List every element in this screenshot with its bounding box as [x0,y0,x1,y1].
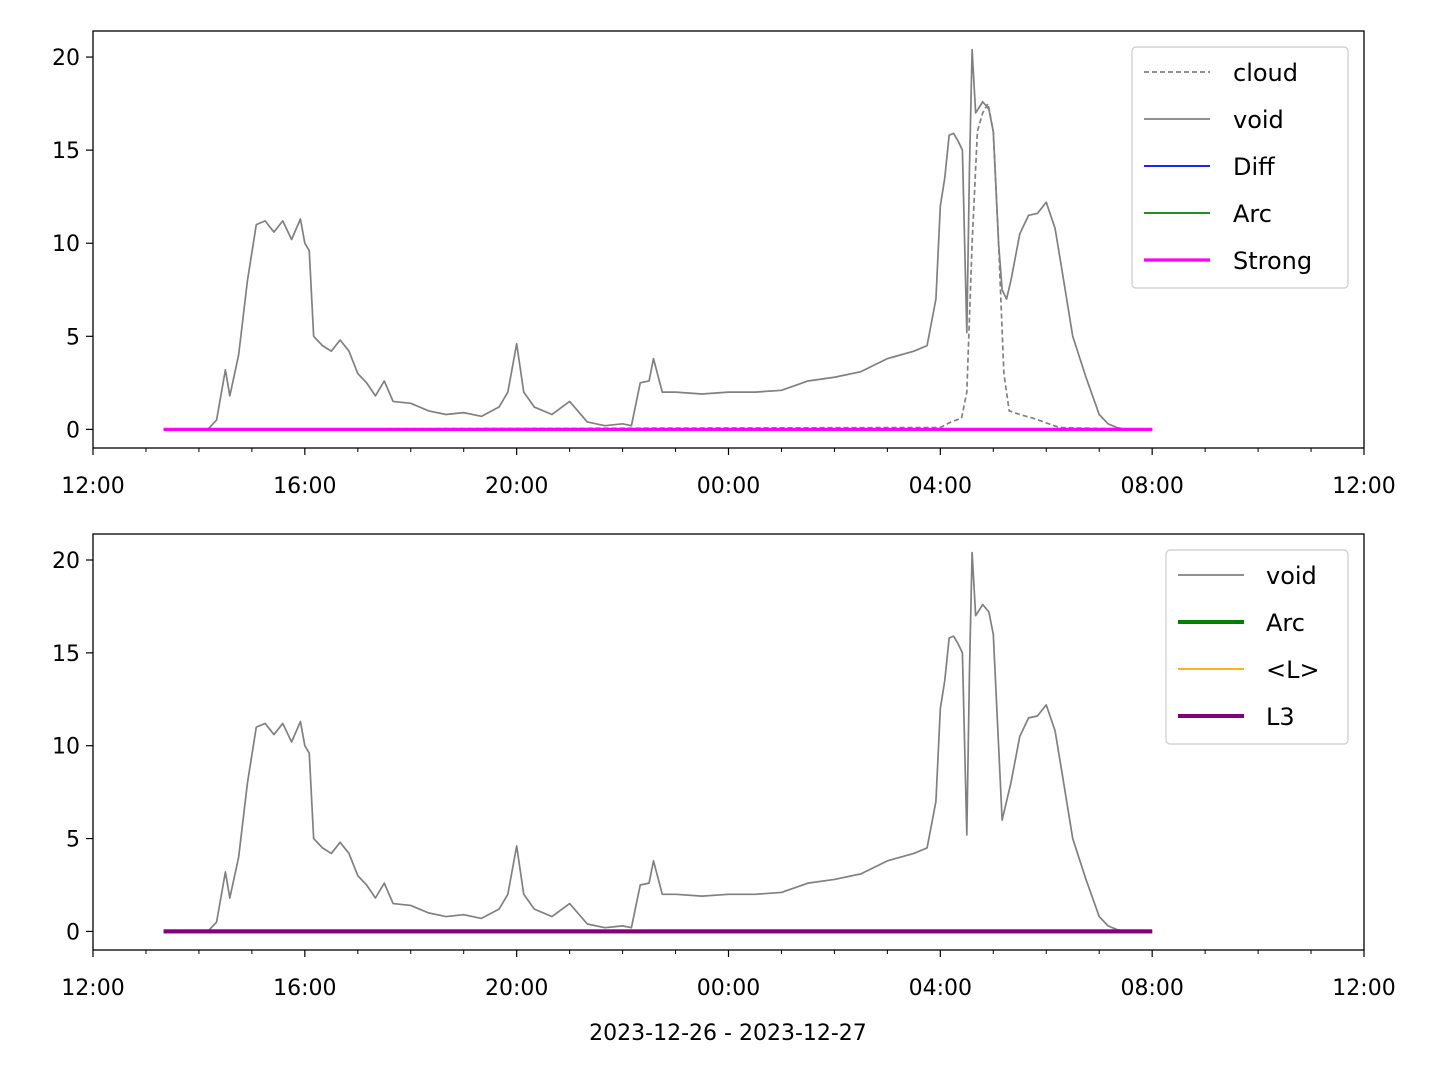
legend-label-cloud: cloud [1233,59,1298,87]
y-tick-label: 10 [52,735,80,760]
x-tick-label: 20:00 [485,976,548,1001]
x-tick-label: 00:00 [697,976,760,1001]
legend-box [1165,549,1349,745]
x-tick-label: 12:00 [1332,474,1395,499]
x-tick-label: 12:00 [1332,976,1395,1001]
legend: cloud void Diff Arc Strong [1131,46,1349,289]
y-tick-label: 20 [52,549,80,574]
legend: void Arc <L> L3 [1165,549,1349,745]
series-line-void [163,551,1153,933]
legend-label-arc: Arc [1233,200,1272,228]
x-tick-label: 20:00 [485,474,548,499]
x-tick-label: 04:00 [909,474,972,499]
x-tick-label: 12:00 [61,474,124,499]
legend-label-void: void [1233,106,1284,134]
y-tick-label: 10 [52,232,80,257]
legend-label-l: <L> [1266,656,1320,684]
legend-label-diff: Diff [1233,153,1275,181]
series-line-void [163,48,1153,431]
legend-label-arc: Arc [1266,609,1305,637]
plot-frame [92,533,1365,951]
plot-frame [92,30,1365,449]
y-tick-label: 0 [66,920,80,945]
x-tick-label: 04:00 [909,976,972,1001]
chart-bottom: 0 5 10 15 20 12:00 16:00 20:00 00:00 04:00 08:00 12… [52,533,1396,1001]
series-group [163,551,1153,934]
series-group [163,48,1153,431]
legend-label-void: void [1266,562,1317,590]
y-tick-label: 15 [52,139,80,164]
chart-top: 0 5 10 15 20 12:00 16:00 20:00 00:00 04:00 08:00 12… [52,30,1396,499]
y-tick-label: 5 [66,828,80,853]
y-tick-label: 0 [66,418,80,443]
legend-box [1131,46,1349,289]
legend-label-strong: Strong [1233,247,1312,275]
legend-label-l3: L3 [1266,703,1295,731]
x-axis-label: 2023-12-26 - 2023-12-27 [589,1021,867,1046]
x-tick-label: 00:00 [697,474,760,499]
y-tick-label: 5 [66,325,80,350]
y-tick-label: 20 [52,46,80,71]
x-tick-label: 08:00 [1120,976,1183,1001]
x-tick-label: 16:00 [273,474,336,499]
x-tick-label: 12:00 [61,976,124,1001]
x-tick-label: 16:00 [273,976,336,1001]
x-tick-label: 08:00 [1120,474,1183,499]
y-tick-label: 15 [52,642,80,667]
